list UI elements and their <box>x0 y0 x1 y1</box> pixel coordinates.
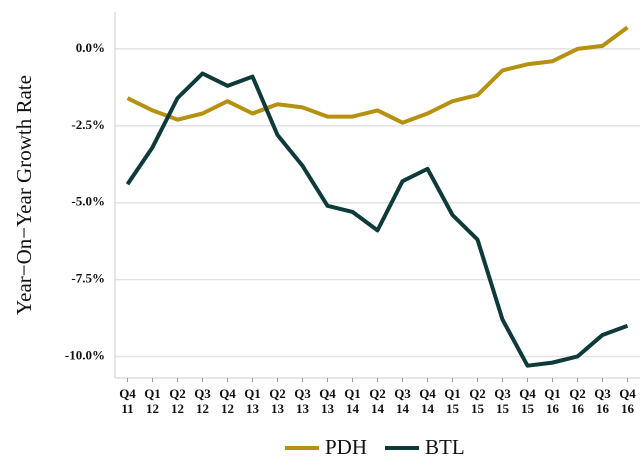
y-tick-label: -2.5% <box>71 117 105 132</box>
x-tick-label: Q2 14 <box>369 386 386 416</box>
x-tick-label: Q2 15 <box>469 386 486 416</box>
x-tick-label: Q3 16 <box>594 386 611 416</box>
x-tick-label: Q3 14 <box>394 386 411 416</box>
x-tick-label: Q3 12 <box>194 386 211 416</box>
x-tick-label: Q1 16 <box>544 386 561 416</box>
x-tick-label: Q4 12 <box>219 386 236 416</box>
x-tick-label: Q2 16 <box>569 386 586 416</box>
x-tick-label: Q3 13 <box>294 386 311 416</box>
x-tick-label: Q4 14 <box>419 386 436 416</box>
x-tick-label: Q4 11 <box>119 386 136 416</box>
legend-label: PDH <box>325 435 367 459</box>
y-axis-label: Year−On−Year Growth Rate <box>12 75 36 315</box>
x-tick-label: Q1 12 <box>144 386 161 416</box>
y-tick-label: -5.0% <box>71 194 105 209</box>
x-tick-label: Q4 15 <box>519 386 536 416</box>
x-tick-label: Q2 13 <box>269 386 286 416</box>
x-tick-label: Q3 15 <box>494 386 511 416</box>
x-tick-label: Q4 16 <box>619 386 636 416</box>
legend-label: BTL <box>425 435 465 459</box>
x-tick-label: Q4 13 <box>319 386 336 416</box>
series-line <box>126 25 629 125</box>
y-tick-label: 0.0% <box>76 40 105 55</box>
x-tick-label: Q1 15 <box>444 386 461 416</box>
series-line <box>125 71 629 368</box>
x-tick-label: Q1 14 <box>344 386 361 416</box>
x-tick-label: Q2 12 <box>169 386 186 416</box>
x-tick-label: Q1 13 <box>244 386 261 416</box>
y-tick-label: -10.0% <box>65 347 105 362</box>
y-tick-label: -7.5% <box>71 271 105 286</box>
